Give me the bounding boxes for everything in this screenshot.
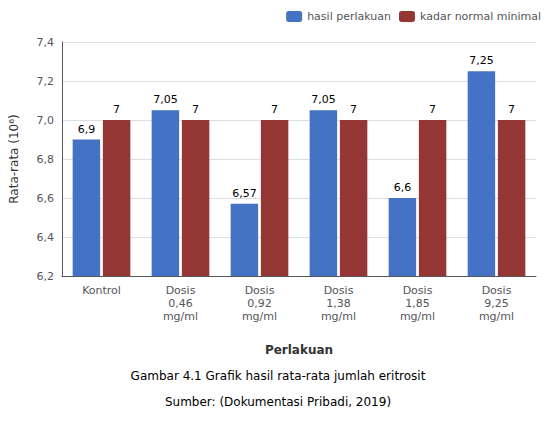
svg-text:6,4: 6,4 xyxy=(37,231,55,244)
svg-text:Perlakuan: Perlakuan xyxy=(265,343,333,357)
svg-text:1,85: 1,85 xyxy=(405,297,430,310)
svg-text:Dosis: Dosis xyxy=(166,284,196,297)
svg-text:Dosis: Dosis xyxy=(245,284,275,297)
svg-text:Dosis: Dosis xyxy=(482,284,512,297)
svg-text:7,4: 7,4 xyxy=(37,36,55,49)
svg-text:mg/ml: mg/ml xyxy=(400,310,435,323)
svg-text:0,92: 0,92 xyxy=(247,297,272,310)
svg-text:Dosis: Dosis xyxy=(324,284,354,297)
svg-text:hasil perlakuan: hasil perlakuan xyxy=(307,10,391,23)
svg-text:7,2: 7,2 xyxy=(37,75,55,88)
svg-text:0,46: 0,46 xyxy=(168,297,193,310)
svg-text:6,9: 6,9 xyxy=(78,123,96,136)
svg-text:kadar normal minimal: kadar normal minimal xyxy=(420,10,541,23)
svg-text:7,05: 7,05 xyxy=(153,93,178,106)
svg-text:Rata-rata (10⁶): Rata-rata (10⁶) xyxy=(7,114,21,203)
svg-text:mg/ml: mg/ml xyxy=(321,310,356,323)
svg-text:mg/ml: mg/ml xyxy=(479,310,514,323)
svg-text:mg/ml: mg/ml xyxy=(242,310,277,323)
svg-text:6,6: 6,6 xyxy=(37,192,55,205)
svg-text:7: 7 xyxy=(429,103,436,116)
svg-text:6,2: 6,2 xyxy=(37,270,55,283)
svg-text:7,05: 7,05 xyxy=(311,93,336,106)
svg-text:7: 7 xyxy=(271,103,278,116)
svg-text:1,38: 1,38 xyxy=(326,297,351,310)
svg-text:7: 7 xyxy=(508,103,515,116)
svg-text:6,6: 6,6 xyxy=(394,181,412,194)
svg-text:6,8: 6,8 xyxy=(37,153,55,166)
svg-text:Sumber: (Dokumentasi Pribadi,: Sumber: (Dokumentasi Pribadi, 2019) xyxy=(165,395,391,409)
svg-text:9,25: 9,25 xyxy=(484,297,509,310)
svg-text:mg/ml: mg/ml xyxy=(163,310,198,323)
svg-text:7,25: 7,25 xyxy=(469,54,494,67)
svg-text:Dosis: Dosis xyxy=(403,284,433,297)
svg-text:7,0: 7,0 xyxy=(37,114,55,127)
svg-text:Kontrol: Kontrol xyxy=(82,284,121,297)
svg-text:7: 7 xyxy=(113,103,120,116)
svg-text:7: 7 xyxy=(192,103,199,116)
svg-text:Gambar 4.1 Grafik hasil rata-r: Gambar 4.1 Grafik hasil rata-rata jumlah… xyxy=(131,369,426,383)
svg-text:6,57: 6,57 xyxy=(232,187,257,200)
svg-text:7: 7 xyxy=(350,103,357,116)
